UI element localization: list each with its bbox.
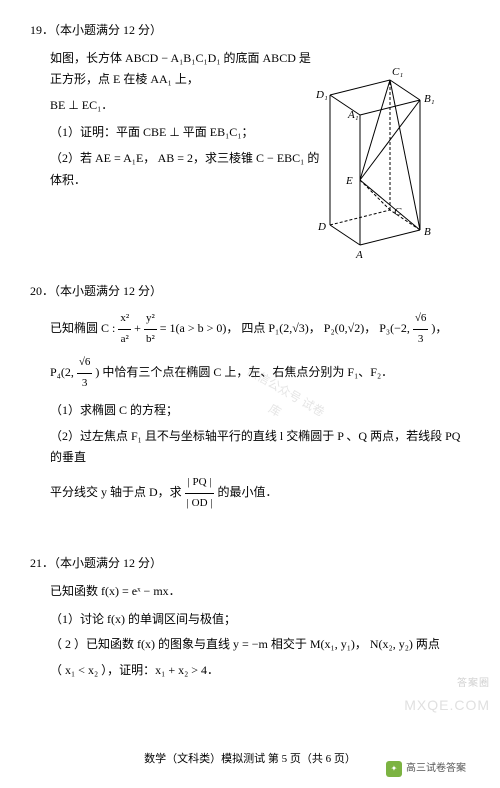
svg-text:B₁: B₁ (424, 93, 435, 105)
p20-l1c: )， (431, 321, 447, 335)
svg-text:D: D (317, 221, 326, 233)
p20-l2a: P₄(2, (50, 365, 77, 379)
p20-line5: 平分线交 y 轴于点 D，求 | PQ | | OD | 的最小值． (50, 473, 470, 514)
cuboid-figure: A B C D A₁ B₁ C₁ D₁ E (310, 60, 460, 260)
cuboid-svg: A B C D A₁ B₁ C₁ D₁ E (310, 60, 460, 260)
svg-text:A: A (355, 249, 363, 260)
svg-text:C: C (394, 206, 402, 218)
p20-frac3: √6 3 (413, 309, 429, 350)
wechat-icon: ✦ (386, 761, 402, 777)
p20-l1a: 已知椭圆 C : (50, 321, 115, 335)
problem-20-header: 20．（本小题满分 12 分） (30, 281, 470, 303)
p20-plus: + (134, 321, 144, 335)
p20-frac2: y² b² (144, 309, 157, 350)
p20-line1: 已知椭圆 C : x² a² + y² b² = 1(a > b > 0)， 四… (50, 309, 470, 350)
svg-text:C₁: C₁ (392, 66, 403, 78)
p21-line2: （1）讨论 f(x) 的单调区间与极值； (50, 609, 470, 631)
footer-badge-label: 高三试卷答案 (406, 760, 466, 778)
svg-text:E: E (345, 175, 353, 187)
svg-text:A₁: A₁ (347, 109, 359, 121)
p20-frac5: | PQ | | OD | (185, 473, 215, 514)
p20-l5b: 的最小值． (217, 485, 277, 499)
svg-text:D₁: D₁ (315, 89, 328, 101)
p20-l5a: 平分线交 y 轴于点 D，求 (50, 485, 185, 499)
watermark-top: 答案圈 (404, 675, 490, 693)
p20-frac1: x² a² (118, 309, 131, 350)
p20-line4: （2）过左焦点 F₁ 且不与坐标轴平行的直线 l 交椭圆于 P 、Q 两点，若线… (50, 426, 470, 469)
p21-line1: 已知函数 f(x) = eˣ − mx． (50, 581, 470, 603)
watermark-block: 答案圈 MXQE.COM (404, 675, 490, 718)
problem-21-header: 21．（本小题满分 12 分） (30, 553, 470, 575)
footer-badge: ✦ 高三试卷答案 (386, 760, 466, 778)
p20-l1b: = 1(a > b > 0)， 四点 P₁(2,√3)， P₂(0,√2)， P… (160, 321, 413, 335)
problem-20-body: 已知椭圆 C : x² a² + y² b² = 1(a > b > 0)， 四… (30, 309, 470, 514)
svg-text:B: B (424, 226, 431, 238)
problem-19-header: 19．（本小题满分 12 分） (30, 20, 470, 42)
problem-21-body: 已知函数 f(x) = eˣ − mx． （1）讨论 f(x) 的单调区间与极值… (30, 581, 470, 681)
p21-line3: （ 2 ）已知函数 f(x) 的图象与直线 y = −m 相交于 M(x₁, y… (50, 634, 470, 656)
watermark-main: MXQE.COM (404, 693, 490, 718)
problem-21: 21．（本小题满分 12 分） 已知函数 f(x) = eˣ − mx． （1）… (30, 553, 470, 681)
p20-frac4: √6 3 (77, 353, 93, 394)
